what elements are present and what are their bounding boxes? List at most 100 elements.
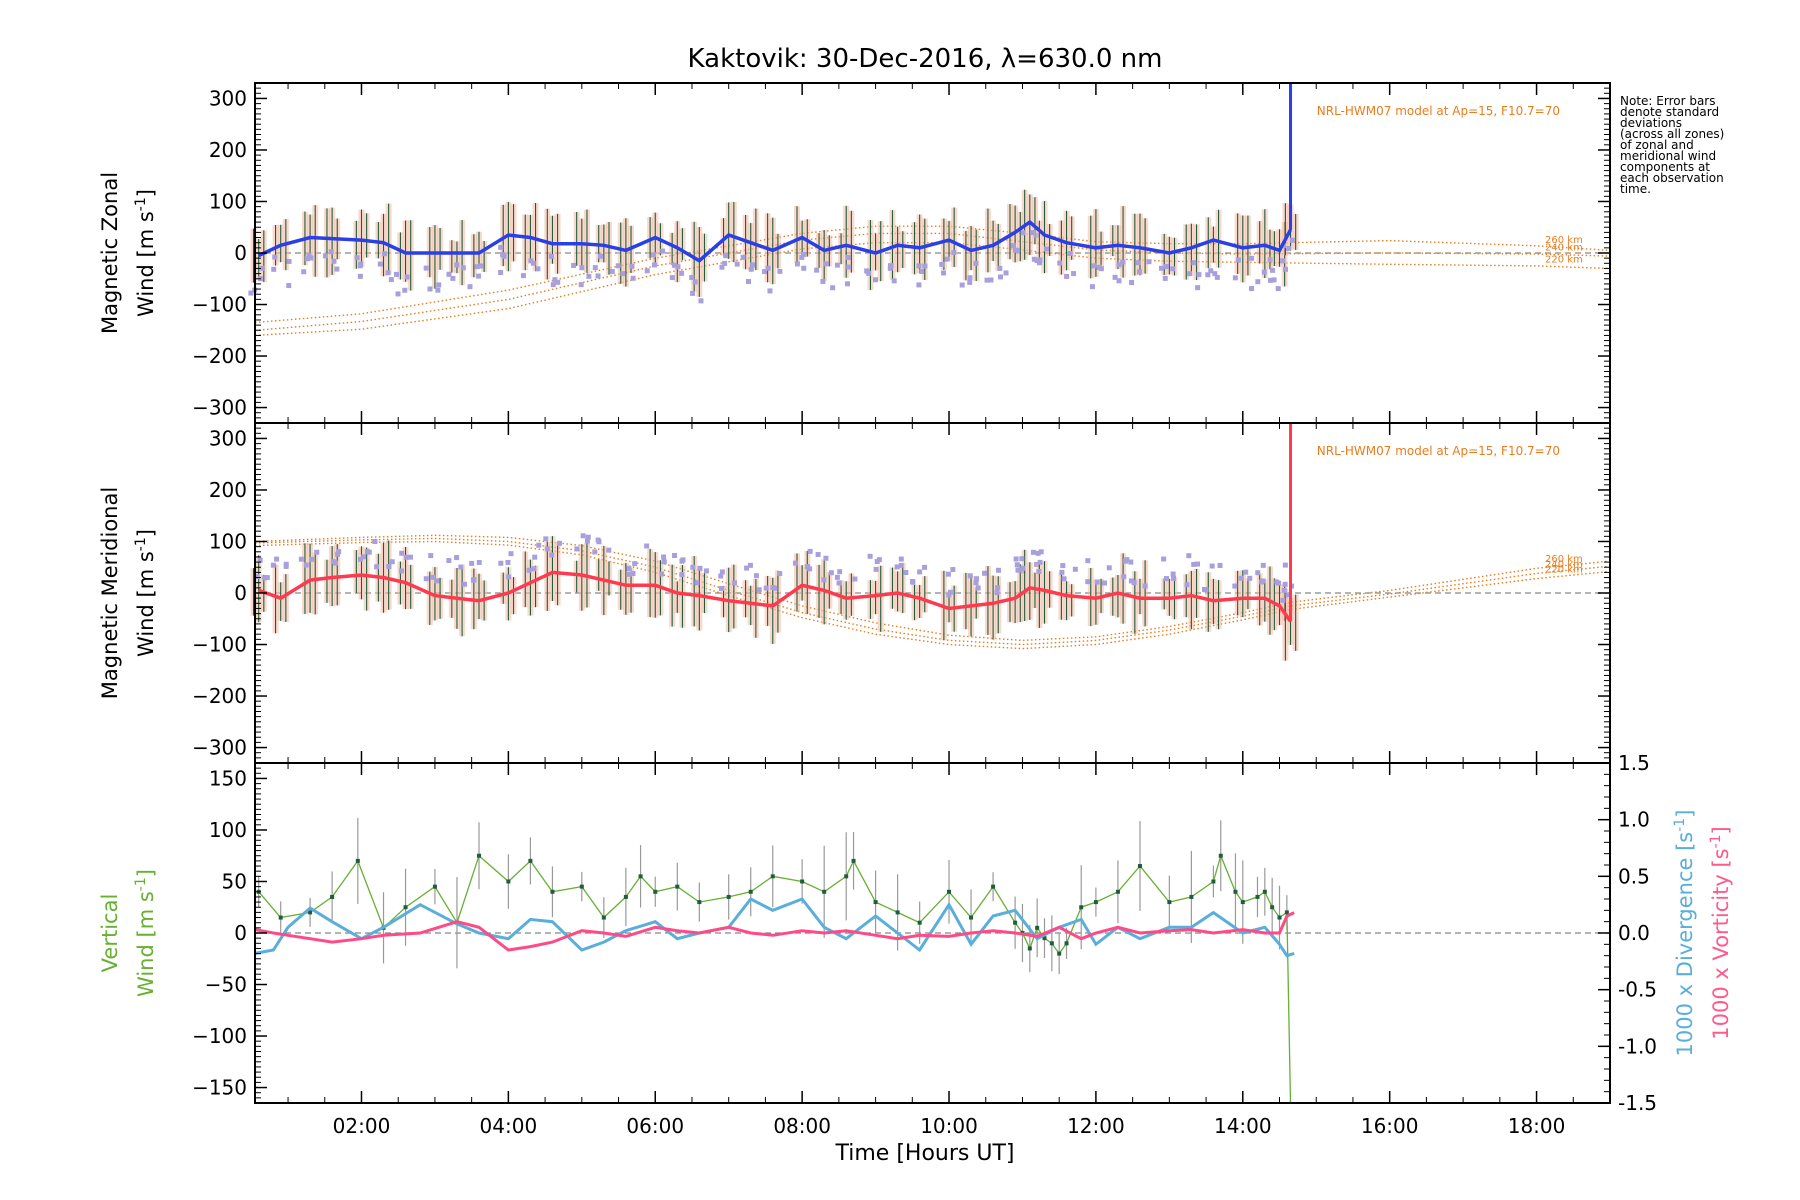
vertical-wind-point: [844, 874, 849, 879]
scatter-point: [864, 268, 870, 274]
scatter-point: [1037, 257, 1043, 263]
note-line: of zonal and: [1620, 138, 1694, 152]
model-curve-0: [254, 534, 1611, 642]
x-tick-label: 10:00: [920, 1114, 978, 1138]
scatter-point: [1116, 278, 1122, 284]
vertical-wind-point: [1211, 879, 1216, 884]
scatter-point: [753, 573, 759, 579]
scatter-point: [626, 566, 632, 572]
scatter-point: [446, 271, 452, 277]
scatter-point: [916, 282, 922, 288]
x-tick-label: 04:00: [480, 1114, 538, 1138]
scatter-point: [306, 252, 312, 258]
scatter-point: [304, 256, 310, 262]
scatter-point: [1014, 247, 1020, 253]
altitude-label: 260 km: [1545, 235, 1583, 246]
vertical-wind-point: [1042, 936, 1047, 941]
scatter-point: [354, 255, 360, 261]
scatter-point: [959, 282, 965, 288]
scatter-point: [1020, 230, 1026, 236]
vertical-wind-point: [969, 915, 974, 920]
vertical-wind-point: [1262, 889, 1267, 894]
scatter-point: [1102, 580, 1108, 586]
y2-tick-label: 0.0: [1618, 921, 1650, 945]
scatter-point: [579, 265, 585, 271]
vorticity-line: [254, 911, 1295, 952]
scatter-point: [997, 265, 1003, 271]
scatter-point: [747, 562, 753, 568]
altitude-label: 240 km: [1545, 243, 1583, 254]
scatter-point: [357, 273, 363, 279]
scatter-point: [407, 554, 413, 560]
y-tick-label: 100: [209, 529, 247, 553]
scatter-point: [1162, 275, 1168, 281]
scatter-point: [330, 559, 336, 565]
scatter-point: [1031, 256, 1037, 262]
scatter-point: [1013, 556, 1019, 562]
vertical-wind-point: [550, 889, 555, 894]
scatter-point: [876, 557, 882, 563]
vertical-wind-point: [403, 905, 408, 910]
chart-title: Kaktovik: 30-Dec-2016, λ=630.0 nm: [688, 44, 1163, 74]
scatter-point: [951, 249, 957, 255]
scatter-point: [1187, 271, 1193, 277]
scatter-point: [887, 265, 893, 271]
vertical-wind-point: [1027, 946, 1032, 951]
model-curve-2: [254, 241, 1611, 337]
scatter-point: [1282, 562, 1288, 568]
scatter-point: [801, 265, 807, 271]
scatter-point: [506, 574, 512, 580]
scatter-point: [1015, 567, 1021, 573]
scatter-point: [1072, 566, 1078, 572]
scatter-point: [1203, 587, 1209, 593]
scatter-point: [314, 549, 320, 555]
scatter-point: [402, 287, 408, 293]
scatter-point: [690, 290, 696, 296]
scatter-point: [336, 549, 342, 555]
y-tick-label: 300: [209, 86, 247, 110]
vertical-wind-point: [917, 920, 922, 925]
scatter-point: [967, 275, 973, 281]
scatter-point: [274, 556, 280, 562]
scatter-point: [399, 568, 405, 574]
scatter-point: [434, 578, 440, 584]
y-tick-label: −200: [192, 684, 247, 708]
scatter-point: [1014, 562, 1020, 568]
scatter-point: [427, 286, 433, 292]
scatter-point: [382, 251, 388, 257]
scatter-point: [532, 554, 538, 560]
scatter-point: [1019, 556, 1025, 562]
y-tick-label: −100: [192, 633, 247, 657]
scatter-point: [1020, 565, 1026, 571]
scatter-point: [592, 265, 598, 271]
scatter-point: [867, 553, 873, 559]
scatter-point: [555, 279, 561, 285]
scatter-point: [644, 268, 650, 274]
y-axis-label-line1: Vertical: [98, 894, 122, 973]
scatter-point: [335, 551, 341, 557]
scatter-point: [660, 248, 666, 254]
scatter-point: [947, 589, 953, 595]
scatter-point: [1128, 559, 1134, 565]
scatter-point: [1196, 272, 1202, 278]
scatter-point: [719, 264, 725, 270]
scatter-point: [1064, 273, 1070, 279]
scatter-point: [474, 264, 480, 270]
scatter-point: [286, 258, 292, 264]
vertical-wind-point: [1189, 894, 1194, 899]
scatter-point: [740, 254, 746, 260]
scatter-point: [1232, 275, 1238, 281]
scatter-point: [580, 533, 586, 539]
scatter-point: [891, 278, 897, 284]
panel-meridional: NRL-HWM07 model at Ap=15, F10.7=70 260 km…: [98, 422, 1611, 764]
scatter-point: [750, 262, 756, 268]
scatter-point: [703, 568, 709, 574]
scatter-point: [1121, 574, 1127, 580]
scatter-point: [467, 284, 473, 290]
scatter-point: [672, 552, 678, 558]
scatter-point: [945, 571, 951, 577]
scatter-point: [669, 275, 675, 281]
scatter-point: [692, 279, 698, 285]
scatter-point: [799, 254, 805, 260]
y-axis-label-line2: Wind [m s-1]: [133, 869, 158, 997]
